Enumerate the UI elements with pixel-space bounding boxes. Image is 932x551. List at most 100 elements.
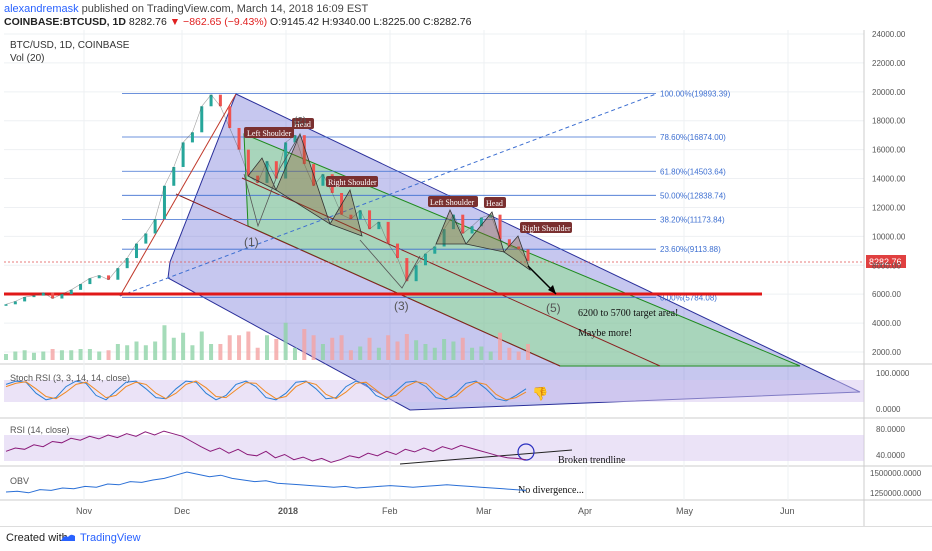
volume-bar	[134, 341, 139, 360]
dashed-trendline	[119, 93, 657, 297]
label-wave-1: (1)	[244, 235, 259, 249]
price-candle	[4, 304, 8, 306]
time-axis: Nov Dec 2018 Feb Mar Apr May Jun	[76, 506, 795, 516]
symbol-label: COINBASE:BTCUSD, 1D	[4, 16, 126, 28]
price-candle	[88, 278, 92, 285]
footer-bar: Created with TradingView	[0, 526, 932, 551]
price-candle	[451, 214, 455, 230]
y-tick-label: 16000.00	[872, 146, 906, 155]
last-price-label: 8282.76	[869, 257, 902, 267]
mid-channel-line	[241, 177, 661, 367]
volume-bar	[50, 349, 55, 360]
tradingview-logo-icon	[61, 534, 75, 541]
price-candle	[32, 295, 36, 298]
volume-bar	[414, 340, 419, 360]
y-tick-label: 18000.00	[872, 117, 906, 126]
price-chart[interactable]: 100.00%(19893.39) 78.60%(16874.00) 61.80%(…	[0, 30, 932, 526]
volume-bar	[386, 335, 391, 360]
rsi-line	[5, 430, 527, 463]
y-tick-label: 24000.00	[872, 30, 906, 39]
volume-bar	[339, 335, 344, 360]
footer-brand[interactable]: TradingView	[80, 532, 141, 544]
stoch-d-line	[5, 380, 527, 401]
volume-bar	[171, 337, 176, 360]
volume-bar	[358, 346, 363, 360]
label-target: 6200 to 5700 target area!	[578, 308, 678, 319]
fib-label: 78.60%(16874.00)	[660, 133, 726, 142]
price-candle	[517, 246, 521, 250]
price-candle	[423, 253, 427, 266]
price-axis: 24000.00 22000.00 20000.00 18000.00 16000.00…	[872, 30, 906, 357]
chart-title: BTC/USD, 1D, COINBASE	[10, 40, 130, 51]
volume-bar	[395, 341, 400, 360]
price-candle	[433, 246, 437, 254]
volume-bar	[423, 344, 428, 360]
pattern-labels: Left Shoulder Head Right Shoulder Left S…	[244, 116, 678, 339]
volume-bar	[470, 347, 475, 360]
rsi-tick-40: 40.0000	[876, 451, 905, 460]
label-left-shoulder-1: Left Shoulder	[247, 129, 292, 138]
volume-bar	[348, 350, 353, 360]
pattern-left-shoulder-2	[435, 209, 467, 245]
volume-label: Vol (20)	[10, 53, 44, 64]
y-tick-label: 14000.00	[872, 175, 906, 184]
volume-bar	[376, 347, 381, 360]
volume-bar	[265, 335, 269, 360]
volume-bar	[153, 341, 158, 360]
ohlc-values: O:9145.42 H:9340.00 L:8225.00 C:8282.76	[270, 16, 472, 28]
price-candle	[144, 233, 148, 244]
price-candle	[274, 161, 278, 179]
volume-bar	[255, 347, 260, 360]
x-tick-label: Apr	[578, 506, 592, 516]
pattern-head-2	[465, 211, 505, 253]
fib-label: 61.80%(14503.64)	[660, 167, 726, 176]
price-candle	[461, 214, 465, 234]
price-candle	[181, 142, 185, 167]
last-price-tag	[866, 255, 906, 268]
price-candle	[349, 214, 353, 220]
x-tick-label: Jun	[780, 506, 795, 516]
price-candle	[97, 275, 101, 279]
volume-bar	[97, 351, 102, 360]
fib-label: 0.00%(5784.08)	[660, 293, 717, 302]
rsi-pane: RSI (14, close) 80.0000 40.0000 Broken t…	[4, 425, 905, 466]
volume-bar	[302, 329, 307, 360]
price-candle	[284, 142, 288, 179]
volume-bar	[479, 346, 484, 360]
stoch-rsi-pane: Stoch RSI (3, 3, 14, 14, close) 100.0000…	[4, 369, 910, 414]
footer-created-text: Created with	[6, 532, 68, 544]
price-candle	[153, 219, 157, 234]
label-maybe-more: Maybe more!	[578, 328, 632, 339]
volume-bar	[516, 351, 521, 360]
rsi-tick-80: 80.0000	[876, 425, 905, 434]
fib-label: 100.00%(19893.39)	[660, 89, 731, 98]
projection-arrow-head	[548, 285, 556, 294]
price-candle	[172, 166, 176, 186]
fib-label: 23.60%(9113.88)	[660, 245, 721, 254]
author-link[interactable]: alexandremask	[4, 3, 79, 15]
rsi-trendline	[399, 449, 573, 465]
price-candle	[479, 217, 483, 227]
price-candle	[405, 258, 409, 282]
label-left-shoulder-2: Left Shoulder	[430, 198, 475, 207]
price-candle	[526, 249, 530, 261]
wave-path-1	[243, 133, 301, 228]
price-candle	[489, 214, 493, 218]
price-candle	[368, 210, 372, 230]
y-tick-label: 4000.00	[872, 319, 901, 328]
lower-channel-line	[175, 193, 561, 367]
volume-bar	[4, 354, 8, 360]
obv-line	[5, 471, 527, 494]
volume-bar	[115, 344, 120, 360]
volume-bar	[404, 334, 409, 360]
y-tick-label: 20000.00	[872, 88, 906, 97]
stoch-label: Stoch RSI (3, 3, 14, 14, close)	[10, 373, 130, 383]
price-candle	[377, 221, 381, 230]
price-candle	[414, 265, 418, 282]
price-candle	[302, 135, 306, 165]
x-tick-label: May	[676, 506, 694, 516]
price-change: ▼ −862.65 (−9.43%)	[169, 16, 268, 28]
volume-bar	[209, 344, 214, 360]
obv-tick-1500000: 1500000.0000	[870, 469, 922, 478]
fibonacci-levels: 100.00%(19893.39) 78.60%(16874.00) 61.80%(…	[122, 89, 731, 302]
